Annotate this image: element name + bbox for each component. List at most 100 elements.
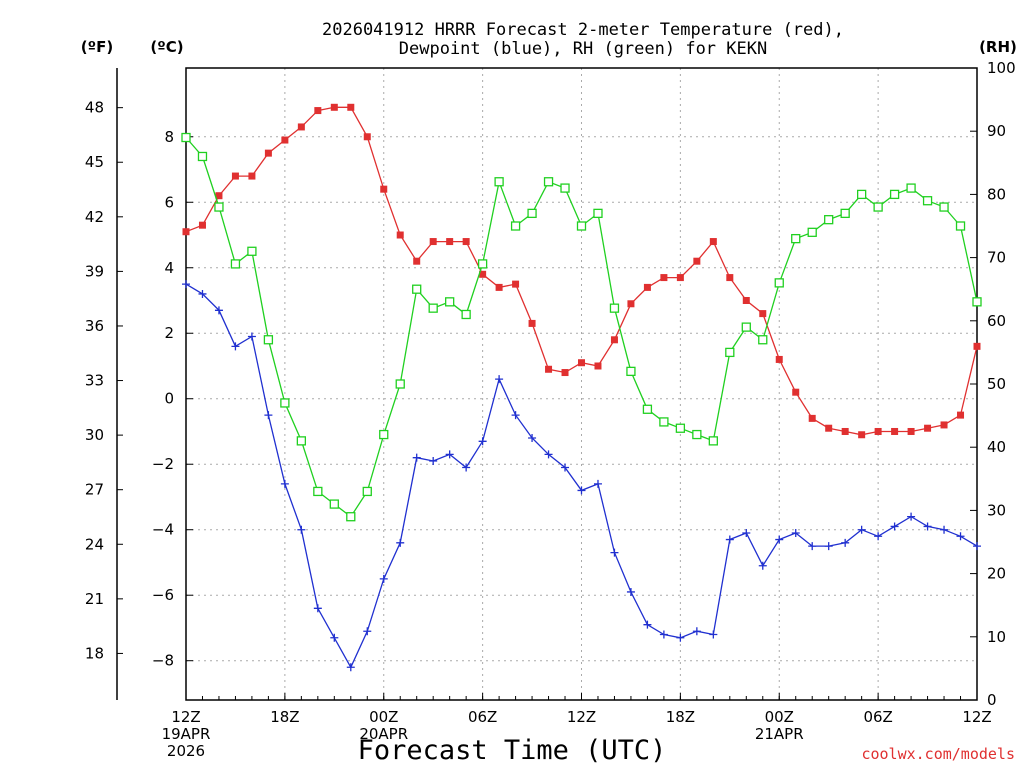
dewpoint-point bbox=[643, 620, 652, 629]
temperature-point bbox=[182, 228, 190, 236]
x-tick-label: 12Z bbox=[962, 708, 991, 726]
fahrenheit-tick-label: 39 bbox=[85, 262, 104, 280]
dewpoint-point bbox=[676, 633, 685, 642]
rh-point bbox=[560, 183, 570, 193]
rh-point bbox=[296, 436, 307, 446]
temperature-point bbox=[215, 192, 223, 200]
rh-point bbox=[692, 429, 702, 440]
temperature-point bbox=[545, 365, 553, 373]
celsius-tick-label: −2 bbox=[152, 455, 174, 473]
celsius-tick-label: −8 bbox=[152, 652, 174, 670]
rh-point bbox=[725, 347, 735, 358]
dewpoint-point bbox=[692, 627, 701, 636]
fahrenheit-tick-label: 30 bbox=[85, 426, 104, 444]
temperature-point bbox=[330, 103, 338, 111]
dewpoint-point bbox=[462, 463, 471, 472]
temperature-point bbox=[429, 238, 437, 246]
rh-point bbox=[972, 297, 982, 307]
dewpoint-point bbox=[429, 456, 438, 465]
x-tick-label: 00Z bbox=[765, 708, 794, 726]
rh-point bbox=[642, 404, 653, 414]
rh-tick-label: 40 bbox=[987, 438, 1006, 456]
dewpoint-point bbox=[973, 542, 981, 551]
rh-series bbox=[181, 132, 982, 522]
dewpoint-point bbox=[725, 535, 734, 544]
rh-point bbox=[791, 233, 801, 244]
series-layer bbox=[181, 103, 982, 672]
rh-point bbox=[741, 322, 751, 332]
chart-subtitle: Dewpoint (blue), RH (green) for KEKN bbox=[399, 39, 767, 59]
rh-point bbox=[527, 208, 537, 219]
rh-point bbox=[955, 221, 966, 231]
x-tick-label: 18Z bbox=[270, 708, 299, 726]
temperature-point bbox=[957, 411, 965, 419]
temperature-point bbox=[380, 185, 388, 193]
dewpoint-point bbox=[940, 525, 949, 534]
dewpoint-point bbox=[247, 332, 256, 341]
rh-point bbox=[379, 429, 389, 440]
temperature-point bbox=[198, 221, 206, 229]
rh-point bbox=[774, 278, 784, 288]
temperature-point bbox=[676, 274, 684, 282]
rh-tick-label: 100 bbox=[987, 59, 1016, 77]
credit-text: coolwx.com/models bbox=[861, 745, 1015, 763]
rh-point bbox=[494, 177, 504, 187]
temperature-point bbox=[973, 342, 981, 350]
dewpoint-point bbox=[841, 538, 850, 547]
rh-point bbox=[247, 246, 257, 256]
temperature-point bbox=[693, 257, 701, 265]
temperature-point bbox=[891, 427, 899, 435]
dewpoint-point bbox=[923, 522, 932, 531]
x-tick-label: 12Z bbox=[171, 708, 200, 726]
dewpoint-point bbox=[511, 411, 520, 420]
celsius-tick-label: 4 bbox=[164, 259, 174, 277]
fahrenheit-tick-label: 42 bbox=[85, 208, 104, 226]
rh-point bbox=[412, 284, 422, 294]
dewpoint-point bbox=[280, 479, 289, 488]
temperature-point bbox=[512, 280, 520, 288]
rh-point bbox=[856, 189, 867, 200]
axes: −8−6−4−202468182124273033363942454801020… bbox=[85, 59, 1016, 760]
rh-tick-label: 80 bbox=[987, 185, 1006, 203]
dewpoint-point bbox=[907, 512, 916, 521]
temperature-point bbox=[578, 359, 585, 367]
dewpoint-point bbox=[379, 574, 388, 583]
temperature-point bbox=[759, 310, 767, 318]
rh-point bbox=[939, 202, 949, 212]
x-tick-label: 19APR bbox=[162, 725, 211, 743]
rh-tick-label: 60 bbox=[987, 312, 1006, 330]
rh-point bbox=[889, 189, 900, 200]
temperature-point bbox=[314, 107, 322, 115]
dewpoint-point bbox=[742, 528, 751, 537]
rh-point bbox=[922, 196, 933, 206]
temperature-point bbox=[347, 103, 355, 111]
dewpoint-point bbox=[330, 633, 339, 642]
x-tick-label: 20APR bbox=[359, 725, 408, 743]
fahrenheit-tick-label: 33 bbox=[85, 372, 104, 390]
temperature-point bbox=[627, 300, 635, 308]
dewpoint-point bbox=[890, 522, 899, 531]
dewpoint-point bbox=[182, 280, 190, 289]
temperature-point bbox=[297, 123, 305, 131]
dewpoint-point bbox=[956, 532, 965, 541]
rh-point bbox=[758, 335, 768, 345]
temperature-point bbox=[248, 172, 256, 180]
rh-point bbox=[626, 366, 636, 377]
rh-point bbox=[181, 132, 191, 143]
fahrenheit-tick-label: 18 bbox=[85, 644, 104, 662]
temperature-point bbox=[940, 421, 948, 429]
rh-point bbox=[510, 221, 521, 231]
temperature-point bbox=[231, 172, 239, 180]
dewpoint-point bbox=[709, 630, 718, 639]
dewpoint-point bbox=[791, 528, 800, 537]
rh-tick-label: 30 bbox=[987, 501, 1006, 519]
rh-point bbox=[197, 151, 208, 162]
celsius-tick-label: 0 bbox=[164, 390, 174, 408]
temperature-point bbox=[528, 319, 536, 327]
dewpoint-point bbox=[396, 538, 405, 547]
rh-point bbox=[280, 398, 290, 408]
rh-unit-label: (RH) bbox=[979, 38, 1017, 56]
temperature-point bbox=[396, 231, 404, 239]
fahrenheit-tick-label: 45 bbox=[85, 153, 104, 171]
